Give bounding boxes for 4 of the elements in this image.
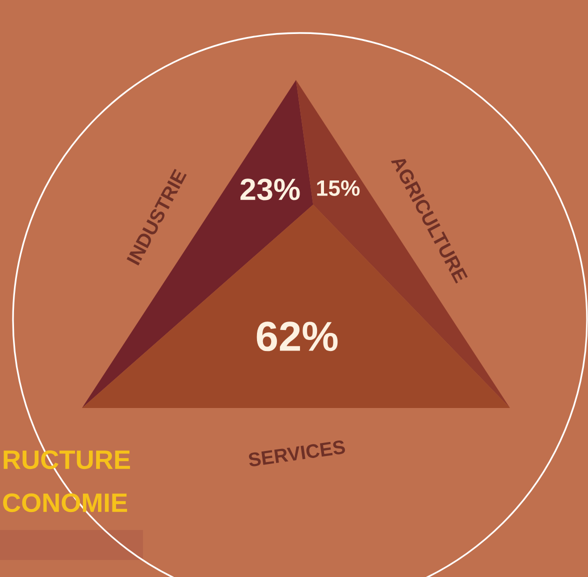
category-label: SERVICES (248, 440, 346, 467)
data-label: 15% (317, 180, 360, 196)
data-label: 23% (240, 178, 300, 200)
data-label: 62% (256, 322, 338, 352)
